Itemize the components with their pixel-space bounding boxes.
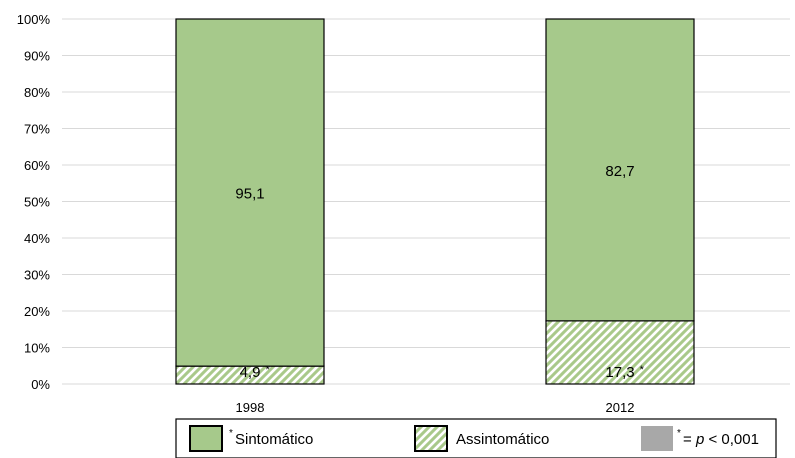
data-label: 17,3 — [605, 364, 634, 381]
legend-significance-suffix: < 0,001 — [704, 431, 759, 448]
legend-frame — [175, 418, 777, 458]
y-tick-label: 40% — [24, 231, 50, 246]
y-tick-label: 10% — [24, 341, 50, 356]
significance-marker: * — [640, 364, 645, 376]
legend-label-significance: = p < 0,001 — [683, 431, 759, 448]
legend-marker-significance: * — [677, 428, 681, 439]
legend-marker-sintomatico: * — [229, 428, 233, 439]
legend-significance-p: p — [695, 431, 704, 448]
legend: * Sintomático Assintomático * = p < 0,00… — [175, 418, 777, 458]
legend-swatch-sintomatico — [189, 425, 223, 452]
x-tick-label: 2012 — [606, 400, 635, 415]
y-tick-label: 70% — [24, 122, 50, 137]
bars: 4,9 * 95,1 17,3 * 82,7 — [175, 18, 695, 385]
y-tick-label: 60% — [24, 158, 50, 173]
legend-significance-prefix: = — [683, 431, 696, 448]
data-label: 4,9 — [240, 364, 261, 381]
data-label: 95,1 — [235, 186, 264, 203]
y-tick-label: 80% — [24, 85, 50, 100]
bar-segment — [175, 18, 325, 367]
legend-swatch-assintomatico — [414, 425, 448, 452]
bar-segment — [545, 18, 695, 322]
legend-swatch-significance — [641, 426, 673, 451]
significance-marker: * — [265, 364, 270, 376]
bar-segment — [545, 320, 695, 385]
y-tick-label: 100% — [17, 12, 51, 27]
y-tick-label: 0% — [31, 377, 50, 392]
y-axis: 0% 10% 20% 30% 40% 50% 60% 70% 80% 90% 100% — [17, 12, 51, 392]
x-axis: 1998 2012 — [236, 400, 635, 415]
y-tick-label: 50% — [24, 195, 50, 210]
x-tick-label: 1998 — [236, 400, 265, 415]
y-tick-label: 90% — [24, 49, 50, 64]
y-tick-label: 20% — [24, 304, 50, 319]
legend-label-sintomatico: Sintomático — [235, 431, 313, 448]
y-tick-label: 30% — [24, 268, 50, 283]
legend-label-assintomatico: Assintomático — [456, 431, 549, 448]
data-label: 82,7 — [605, 163, 634, 180]
